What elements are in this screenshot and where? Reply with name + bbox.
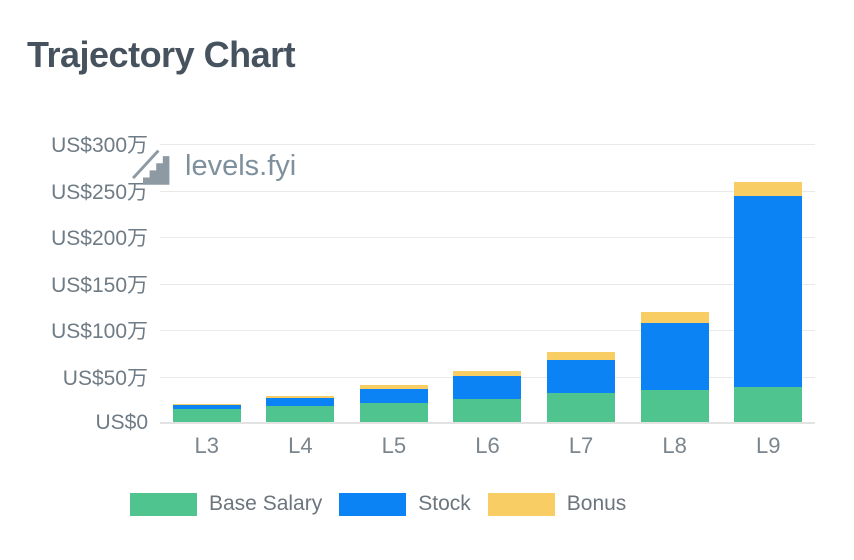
bar-l8-base-salary-segment[interactable] [640,390,709,422]
legend-item-base-salary[interactable]: Base Salary [130,492,322,516]
bar-l8[interactable] [640,312,709,422]
bar-l8-bonus-segment[interactable] [640,312,709,323]
bar-l9-bonus-segment[interactable] [734,182,803,197]
bar-l6-bonus-segment[interactable] [453,370,522,376]
gridline-100 [160,330,815,331]
bar-l7[interactable] [547,352,616,422]
gridline-0 [160,422,815,424]
bar-slot-l6 [441,144,535,423]
y-axis: US$0 US$50万 US$100万 US$150万 US$200万 US$250万 US… [0,0,148,560]
y-axis-tick-label: US$200万 [51,227,148,250]
x-axis-label-l9: L9 [755,433,781,458]
legend-label: Bonus [566,492,627,515]
bar-slot-l3 [160,144,254,423]
bar-l6[interactable] [453,370,522,422]
legend-swatch [487,492,555,516]
plot-area [160,144,815,424]
legend-label: Base Salary [209,492,323,515]
y-axis-tick-label: US$300万 [51,134,148,157]
page-title: Trajectory Chart [27,34,296,75]
bar-l3-bonus-segment[interactable] [172,403,241,405]
y-axis-tick-label: US$100万 [51,320,148,343]
y-axis-tick-label: US$50万 [62,366,148,390]
bar-slot-l8 [628,144,722,423]
bar-l3-stock-segment[interactable] [172,404,241,409]
levels-fyi-stairs-icon [132,149,170,185]
bar-l7-bonus-segment[interactable] [547,352,616,360]
bar-slot-l4 [254,144,348,423]
y-axis-tick-label: US$250万 [51,180,148,204]
x-axis-label-l8: L8 [662,433,687,458]
bar-l8-stock-segment[interactable] [640,322,709,391]
bar-l5-bonus-segment[interactable] [359,384,428,389]
bar-l9-base-salary-segment[interactable] [734,386,803,422]
x-axis: L3 L4 L5 L6 L7 L8 L9 [160,433,815,463]
legend-label: Stock [418,492,471,515]
x-axis-label-l4: L4 [288,433,313,458]
bar-l9-stock-segment[interactable] [734,196,803,387]
legend-item-bonus[interactable]: Bonus [487,492,627,516]
legend-swatch [130,492,197,516]
bar-l5-stock-segment[interactable] [359,389,428,403]
bar-l5[interactable] [359,384,428,422]
bar-l4[interactable] [266,395,335,422]
x-axis-label-l6: L6 [475,433,500,458]
gridline-250 [160,190,815,192]
bar-l7-base-salary-segment[interactable] [547,393,616,422]
y-axis-tick-label: US$150万 [51,273,148,297]
gridline-300 [160,144,815,145]
bar-slot-l5 [347,144,441,423]
bar-l6-stock-segment[interactable] [453,375,522,399]
bar-l5-base-salary-segment[interactable] [359,402,428,422]
x-axis-label-l7: L7 [568,433,594,458]
bar-l3[interactable] [172,403,241,422]
bar-l4-base-salary-segment[interactable] [266,406,335,422]
bar-l3-base-salary-segment[interactable] [172,408,241,422]
levels-fyi-watermark: levels.fyi [132,144,296,188]
gridline-200 [160,237,815,238]
y-axis-tick-label: US$0 [95,411,148,434]
gridline-150 [160,283,815,285]
bar-l7-stock-segment[interactable] [547,359,616,394]
legend-item-stock[interactable]: Stock [339,492,471,516]
bar-l9[interactable] [734,182,803,422]
legend-swatch [339,492,407,516]
x-axis-label-l5: L5 [381,433,407,458]
bar-l6-base-salary-segment[interactable] [453,398,522,422]
legend: Base Salary Stock Bonus [130,492,626,516]
x-axis-label-l3: L3 [194,433,220,458]
bar-l4-bonus-segment[interactable] [266,395,335,399]
levels-fyi-logo-text: levels.fyi [185,149,297,182]
bar-l4-stock-segment[interactable] [266,398,335,407]
bar-slot-l7 [534,144,628,423]
bar-slot-l9 [721,144,815,423]
